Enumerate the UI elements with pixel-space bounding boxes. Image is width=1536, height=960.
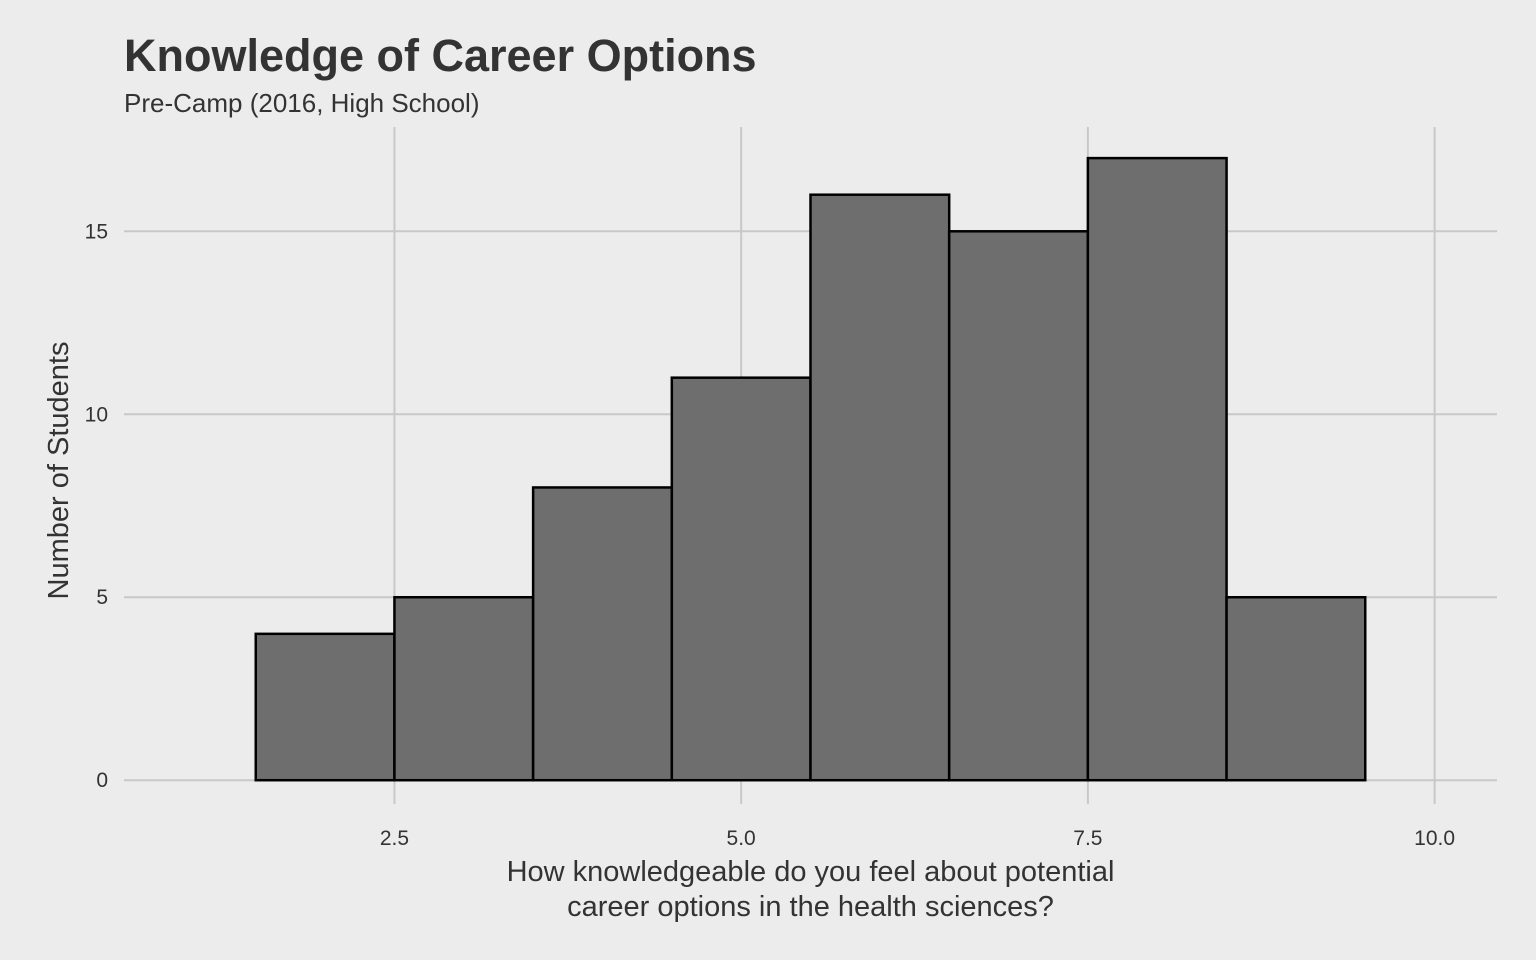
x-tick-label-3: 10.0 xyxy=(1414,827,1455,850)
histogram-bar-0 xyxy=(254,632,396,782)
y-axis-title: Number of Students xyxy=(43,342,75,600)
x-tick-label-0: 2.5 xyxy=(380,827,409,850)
histogram-bar-2 xyxy=(531,486,674,782)
x-axis-title-line-1: career options in the health sciences? xyxy=(567,891,1054,923)
histogram-bar-6 xyxy=(1086,156,1228,782)
y-tick-label-3: 15 xyxy=(85,220,108,243)
histogram-bar-7 xyxy=(1225,595,1367,782)
histogram-bar-4 xyxy=(809,193,951,782)
histogram-bar-1 xyxy=(393,595,535,782)
histogram-bar-3 xyxy=(670,376,812,782)
chart-subtitle: Pre-Camp (2016, High School) xyxy=(124,88,480,118)
y-tick-label-1: 5 xyxy=(96,586,108,609)
y-tick-label-0: 0 xyxy=(96,769,108,792)
x-tick-label-1: 5.0 xyxy=(727,827,756,850)
x-axis-title: How knowledgeable do you feel about pote… xyxy=(507,856,1115,923)
y-tick-label-2: 10 xyxy=(85,403,108,426)
chart-title: Knowledge of Career Options xyxy=(124,30,757,81)
x-axis-title-line-0: How knowledgeable do you feel about pote… xyxy=(507,856,1115,888)
x-tick-label-2: 7.5 xyxy=(1073,827,1102,850)
histogram-bar-5 xyxy=(947,230,1090,782)
